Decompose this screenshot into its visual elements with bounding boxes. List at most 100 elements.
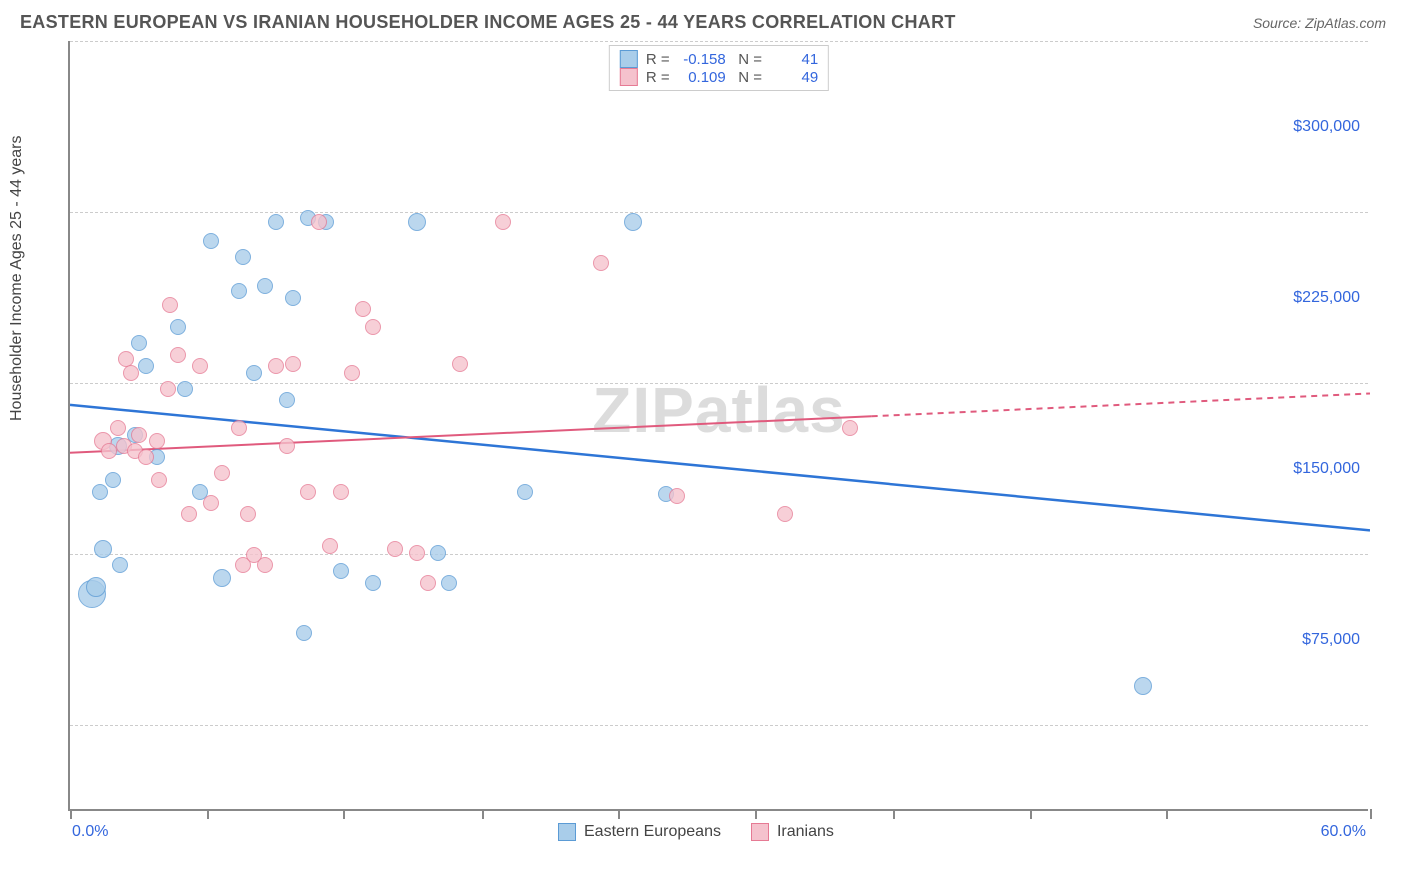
scatter-point: [420, 575, 436, 591]
scatter-point: [110, 420, 126, 436]
x-tick: [70, 809, 72, 819]
y-tick-label: $75,000: [1302, 631, 1360, 649]
scatter-point: [92, 484, 108, 500]
series-legend-item: Eastern Europeans: [558, 823, 721, 841]
chart-title: EASTERN EUROPEAN VS IRANIAN HOUSEHOLDER …: [20, 12, 956, 33]
scatter-point: [162, 297, 178, 313]
scatter-point: [131, 427, 147, 443]
scatter-point: [452, 356, 468, 372]
scatter-point: [279, 392, 295, 408]
legend-swatch-icon: [751, 823, 769, 841]
gridline: [70, 383, 1368, 384]
correlation-legend: R = -0.158 N = 41 R = 0.109 N = 49: [609, 45, 829, 91]
scatter-point: [777, 506, 793, 522]
scatter-point: [285, 356, 301, 372]
scatter-point: [214, 465, 230, 481]
scatter-point: [240, 506, 256, 522]
scatter-point: [322, 538, 338, 554]
scatter-point: [311, 214, 327, 230]
x-tick: [1030, 809, 1032, 819]
scatter-point: [101, 443, 117, 459]
legend-row: R = 0.109 N = 49: [620, 68, 818, 86]
scatter-point: [105, 472, 121, 488]
x-tick: [207, 809, 209, 819]
x-tick-label: 0.0%: [72, 823, 108, 841]
scatter-point: [246, 365, 262, 381]
legend-stat: R = 0.109 N = 49: [646, 69, 818, 86]
x-tick: [343, 809, 345, 819]
x-tick: [1166, 809, 1168, 819]
scatter-point: [409, 545, 425, 561]
series-legend: Eastern Europeans Iranians: [558, 823, 834, 841]
scatter-point: [181, 506, 197, 522]
scatter-point: [268, 214, 284, 230]
scatter-point: [1134, 677, 1152, 695]
source-label: Source: ZipAtlas.com: [1253, 15, 1386, 31]
scatter-point: [365, 575, 381, 591]
scatter-point: [160, 381, 176, 397]
legend-swatch-icon: [558, 823, 576, 841]
scatter-point: [344, 365, 360, 381]
scatter-point: [257, 557, 273, 573]
scatter-point: [231, 283, 247, 299]
trend-lines: [70, 41, 1370, 811]
scatter-point: [94, 540, 112, 558]
scatter-point: [355, 301, 371, 317]
scatter-point: [333, 484, 349, 500]
series-legend-label: Eastern Europeans: [584, 823, 721, 841]
scatter-point: [300, 484, 316, 500]
scatter-point: [131, 335, 147, 351]
x-tick: [893, 809, 895, 819]
scatter-point: [408, 213, 426, 231]
series-legend-label: Iranians: [777, 823, 834, 841]
legend-swatch-icon: [620, 50, 638, 68]
y-tick-label: $150,000: [1293, 460, 1360, 478]
scatter-point: [170, 347, 186, 363]
scatter-point: [387, 541, 403, 557]
scatter-point: [279, 438, 295, 454]
y-tick-label: $225,000: [1293, 289, 1360, 307]
x-tick: [482, 809, 484, 819]
x-tick: [755, 809, 757, 819]
scatter-point: [149, 433, 165, 449]
scatter-point: [213, 569, 231, 587]
scatter-point: [430, 545, 446, 561]
gridline: [70, 725, 1368, 726]
scatter-point: [624, 213, 642, 231]
legend-swatch-icon: [620, 68, 638, 86]
x-tick-label: 60.0%: [1321, 823, 1366, 841]
x-tick: [618, 809, 620, 819]
scatter-point: [365, 319, 381, 335]
scatter-point: [177, 381, 193, 397]
scatter-point: [285, 290, 301, 306]
scatter-point: [203, 233, 219, 249]
scatter-point: [495, 214, 511, 230]
gridline: [70, 554, 1368, 555]
scatter-point: [231, 420, 247, 436]
x-tick: [1370, 809, 1372, 819]
gridline: [70, 212, 1368, 213]
y-axis-label: Householder Income Ages 25 - 44 years: [8, 136, 26, 422]
scatter-point: [268, 358, 284, 374]
scatter-point: [842, 420, 858, 436]
scatter-point: [138, 358, 154, 374]
scatter-point: [669, 488, 685, 504]
scatter-point: [192, 358, 208, 374]
legend-stat: R = -0.158 N = 41: [646, 51, 818, 68]
scatter-point: [112, 557, 128, 573]
series-legend-item: Iranians: [751, 823, 834, 841]
scatter-point: [517, 484, 533, 500]
scatter-point: [235, 249, 251, 265]
scatter-point: [138, 449, 154, 465]
scatter-point: [593, 255, 609, 271]
y-tick-label: $300,000: [1293, 118, 1360, 136]
scatter-point: [203, 495, 219, 511]
legend-row: R = -0.158 N = 41: [620, 50, 818, 68]
scatter-point: [257, 278, 273, 294]
scatter-point: [296, 625, 312, 641]
scatter-point: [333, 563, 349, 579]
scatter-point: [123, 365, 139, 381]
plot-area: ZIPatlas R = -0.158 N = 41 R = 0.109 N =…: [68, 41, 1368, 811]
scatter-point: [86, 577, 106, 597]
scatter-point: [170, 319, 186, 335]
